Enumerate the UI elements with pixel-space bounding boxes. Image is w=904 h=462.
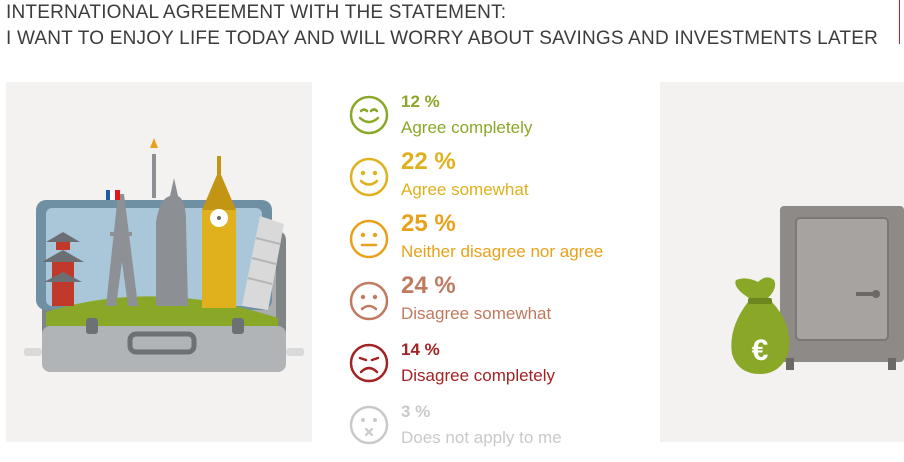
result-row-not-applicable: 3 % Does not apply to me bbox=[348, 400, 648, 462]
result-percent: 3 % bbox=[401, 402, 431, 421]
euro-symbol: € bbox=[752, 334, 769, 367]
smile-face-icon bbox=[349, 157, 389, 197]
suitcase-landmarks-illustration bbox=[6, 82, 312, 442]
title-line-2: I WANT TO ENJOY LIFE TODAY AND WILL WORR… bbox=[6, 28, 879, 49]
result-label: Agree somewhat bbox=[401, 180, 529, 199]
result-label: Disagree somewhat bbox=[401, 304, 552, 323]
result-label: Does not apply to me bbox=[401, 428, 562, 447]
result-percent: 25 % bbox=[401, 210, 456, 237]
result-percent: 24 % bbox=[401, 272, 456, 299]
result-row-agree-somewhat: 22 % Agree somewhat bbox=[348, 148, 648, 214]
accent-divider bbox=[899, 0, 900, 44]
safe-money-bag-illustration: € bbox=[660, 82, 904, 442]
result-label: Disagree completely bbox=[401, 366, 556, 385]
result-row-agree-completely: 12 % Agree completely bbox=[348, 90, 648, 152]
result-percent: 14 % bbox=[401, 340, 440, 359]
results-list: 12 % Agree completely 22 % Agree somewha… bbox=[348, 90, 648, 462]
title-line-1: INTERNATIONAL AGREEMENT WITH THE STATEME… bbox=[6, 2, 507, 23]
dizzy-face-icon bbox=[349, 405, 389, 445]
result-percent: 12 % bbox=[401, 92, 440, 111]
result-label: Neither disagree nor agree bbox=[401, 242, 604, 261]
page-title: INTERNATIONAL AGREEMENT WITH THE STATEME… bbox=[6, 0, 886, 52]
result-row-neutral: 25 % Neither disagree nor agree bbox=[348, 210, 648, 276]
frown-face-icon bbox=[349, 281, 389, 321]
neutral-face-icon bbox=[349, 219, 389, 259]
result-percent: 22 % bbox=[401, 148, 456, 175]
big-smile-face-icon bbox=[349, 95, 389, 135]
result-row-disagree-completely: 14 % Disagree completely bbox=[348, 338, 648, 400]
result-row-disagree-somewhat: 24 % Disagree somewhat bbox=[348, 272, 648, 338]
sad-face-icon bbox=[349, 343, 389, 383]
result-label: Agree completely bbox=[401, 118, 533, 137]
